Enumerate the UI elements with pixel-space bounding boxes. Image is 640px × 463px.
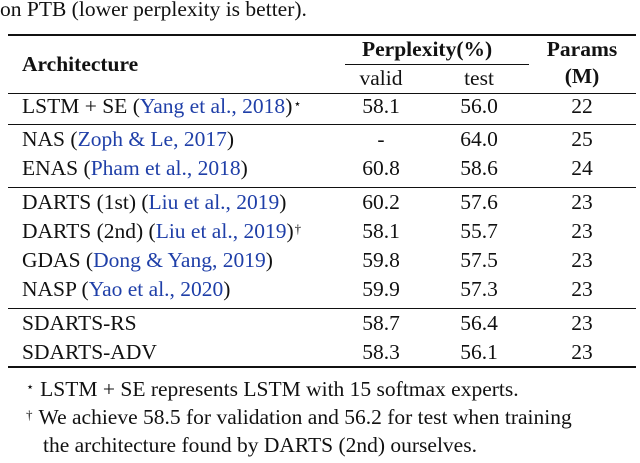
row-architecture: SDARTS-ADV (22, 339, 157, 365)
params-value: 23 (571, 190, 593, 214)
footnote-2-text-line2: the architecture found by DARTS (2nd) ou… (43, 433, 477, 457)
test-perplexity: 56.0 (460, 94, 498, 118)
architecture-name: SDARTS-ADV (22, 340, 157, 364)
params-value: 22 (571, 94, 593, 118)
header-perplexity: Perplexity(%) (362, 37, 493, 61)
footnote-2-text-line1: We achieve 58.5 for validation and 56.2 … (38, 405, 572, 429)
architecture-name: DARTS (1st) (22, 190, 136, 214)
valid-perplexity: - (377, 127, 385, 151)
citation-link[interactable]: Liu et al., 2019 (155, 219, 287, 243)
citation-close-paren: ) (223, 277, 231, 301)
citation-close-paren: ) (286, 219, 294, 243)
params-value: 23 (571, 248, 593, 272)
caption-tail: on PTB (lower perplexity is better). (0, 0, 307, 21)
citation-link[interactable]: Liu et al., 2019 (148, 190, 280, 214)
header-test: test (464, 66, 494, 90)
footnote-2-mark: † (26, 407, 33, 422)
test-perplexity: 55.7 (460, 219, 498, 243)
row-architecture: SDARTS-RS (22, 310, 137, 336)
header-architecture: Architecture (22, 52, 139, 76)
architecture-name: ENAS (22, 156, 79, 180)
architecture-name: NAS (22, 127, 66, 151)
valid-perplexity: 60.2 (362, 190, 400, 214)
header-rule (8, 93, 636, 94)
test-perplexity: 56.1 (460, 340, 498, 364)
row-architecture: GDAS (Dong & Yang, 2019) (22, 248, 273, 272)
row-architecture: DARTS (2nd) (Liu et al., 2019)† (22, 219, 302, 243)
citation-link[interactable]: Yang et al., 2018 (139, 94, 286, 118)
footnote-marker: ⋆ (293, 96, 302, 111)
header-params-line1: Params (546, 37, 618, 61)
footnote-1-mark: ⋆ (26, 379, 35, 394)
params-value: 23 (571, 340, 593, 364)
top-rule (8, 34, 636, 36)
footnote-1-text: LSTM + SE represents LSTM with 15 softma… (40, 377, 519, 401)
row-architecture: LSTM + SE (Yang et al., 2018)⋆ (22, 94, 302, 118)
citation-close-paren: ) (265, 248, 273, 272)
valid-perplexity: 60.8 (362, 156, 400, 180)
perplexity-underline (345, 64, 529, 65)
architecture-name: SDARTS-RS (22, 311, 137, 335)
citation-link[interactable]: Pham et al., 2018 (90, 156, 241, 180)
test-perplexity: 57.5 (460, 248, 498, 272)
valid-perplexity: 58.1 (362, 94, 400, 118)
params-value: 23 (571, 219, 593, 243)
valid-perplexity: 58.7 (362, 311, 400, 335)
group-rule-1 (8, 124, 636, 125)
valid-perplexity: 59.8 (362, 248, 400, 272)
test-perplexity: 64.0 (460, 127, 498, 151)
row-architecture: DARTS (1st) (Liu et al., 2019) (22, 190, 287, 214)
citation-close-paren: ) (279, 190, 287, 214)
test-perplexity: 58.6 (460, 156, 498, 180)
header-params-line2: (M) (564, 64, 600, 88)
footnote-2-continued: the architecture found by DARTS (2nd) ou… (43, 432, 477, 458)
citation-close-paren: ) (285, 94, 293, 118)
test-perplexity: 56.4 (460, 311, 498, 335)
row-architecture: NASP (Yao et al., 2020) (22, 277, 231, 301)
architecture-name: GDAS (22, 248, 81, 272)
row-architecture: ENAS (Pham et al., 2018) (22, 156, 248, 180)
architecture-name: DARTS (2nd) (22, 219, 144, 243)
row-architecture: NAS (Zoph & Le, 2017) (22, 127, 235, 151)
citation-link[interactable]: Zoph & Le, 2017 (77, 127, 227, 151)
group-rule-2 (8, 187, 636, 188)
footnote-2: † We achieve 58.5 for validation and 56.2… (26, 404, 572, 430)
footnote-1: ⋆ LSTM + SE represents LSTM with 15 softm… (26, 376, 519, 402)
test-perplexity: 57.3 (460, 277, 498, 301)
params-value: 24 (571, 156, 593, 180)
params-value: 23 (571, 311, 593, 335)
params-value: 25 (571, 127, 593, 151)
valid-perplexity: 58.3 (362, 340, 400, 364)
test-perplexity: 57.6 (460, 190, 498, 214)
citation-close-paren: ) (226, 127, 235, 151)
valid-perplexity: 58.1 (362, 219, 400, 243)
valid-perplexity: 59.9 (362, 277, 400, 301)
params-value: 23 (571, 277, 593, 301)
group-rule-3 (8, 308, 636, 309)
footnote-marker: † (294, 221, 302, 236)
citation-close-paren: ) (240, 156, 248, 180)
header-valid: valid (359, 66, 403, 90)
architecture-name: NASP (22, 277, 77, 301)
architecture-name: LSTM + SE (22, 94, 128, 118)
bottom-rule (8, 366, 636, 368)
citation-link[interactable]: Yao et al., 2020 (88, 277, 224, 301)
citation-link[interactable]: Dong & Yang, 2019 (93, 248, 266, 272)
